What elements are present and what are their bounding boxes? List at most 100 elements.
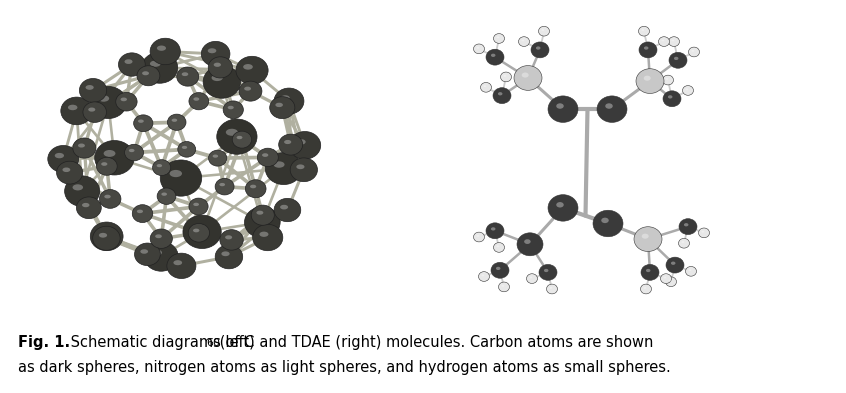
Ellipse shape (536, 46, 541, 50)
Ellipse shape (96, 157, 118, 175)
Ellipse shape (208, 150, 227, 166)
Ellipse shape (521, 39, 525, 41)
Ellipse shape (661, 274, 672, 283)
Ellipse shape (273, 162, 284, 168)
Ellipse shape (493, 34, 504, 43)
Ellipse shape (658, 37, 669, 46)
Ellipse shape (289, 132, 321, 159)
Ellipse shape (135, 243, 160, 266)
Ellipse shape (85, 85, 94, 90)
Ellipse shape (275, 103, 283, 107)
Ellipse shape (605, 103, 613, 109)
Ellipse shape (98, 95, 109, 102)
Ellipse shape (685, 88, 689, 90)
Ellipse shape (173, 260, 182, 265)
Ellipse shape (160, 160, 201, 196)
Ellipse shape (474, 232, 485, 242)
Ellipse shape (182, 146, 187, 149)
Ellipse shape (689, 269, 691, 271)
Ellipse shape (157, 46, 166, 51)
Ellipse shape (116, 92, 137, 111)
Ellipse shape (684, 223, 689, 226)
Ellipse shape (597, 96, 627, 122)
Ellipse shape (155, 234, 162, 238)
Ellipse shape (270, 97, 295, 119)
Ellipse shape (152, 160, 171, 176)
Ellipse shape (491, 54, 496, 57)
Ellipse shape (151, 250, 162, 255)
Ellipse shape (498, 92, 503, 95)
Ellipse shape (522, 72, 529, 77)
Ellipse shape (501, 72, 512, 82)
Ellipse shape (544, 269, 548, 272)
Ellipse shape (493, 88, 511, 104)
Ellipse shape (243, 64, 253, 70)
Ellipse shape (548, 195, 578, 221)
Ellipse shape (78, 143, 85, 147)
Ellipse shape (124, 144, 144, 161)
Ellipse shape (193, 203, 199, 206)
Ellipse shape (689, 47, 700, 57)
Ellipse shape (260, 231, 268, 237)
Ellipse shape (476, 235, 480, 237)
Ellipse shape (228, 106, 233, 109)
Ellipse shape (253, 224, 283, 251)
Ellipse shape (226, 129, 238, 136)
Ellipse shape (639, 42, 657, 58)
Ellipse shape (64, 176, 100, 206)
Ellipse shape (219, 183, 225, 186)
Ellipse shape (519, 37, 530, 46)
Ellipse shape (189, 198, 208, 215)
Ellipse shape (236, 56, 268, 84)
Ellipse shape (691, 50, 695, 52)
Text: (left) and TDAE (right) molecules. Carbon atoms are shown: (left) and TDAE (right) molecules. Carbo… (215, 334, 653, 349)
Ellipse shape (668, 279, 671, 281)
Ellipse shape (162, 193, 167, 196)
Ellipse shape (142, 52, 178, 83)
Ellipse shape (493, 242, 504, 252)
Ellipse shape (557, 103, 563, 109)
Ellipse shape (244, 207, 280, 238)
Ellipse shape (102, 162, 107, 166)
Ellipse shape (274, 198, 301, 222)
Ellipse shape (140, 249, 148, 254)
Ellipse shape (539, 26, 550, 36)
Ellipse shape (73, 138, 96, 158)
Ellipse shape (68, 105, 78, 110)
Ellipse shape (201, 41, 230, 66)
Text: as dark spheres, nitrogen atoms as light spheres, and hydrogen atoms as small sp: as dark spheres, nitrogen atoms as light… (18, 360, 671, 375)
Ellipse shape (178, 141, 195, 157)
Ellipse shape (641, 264, 659, 280)
Ellipse shape (683, 86, 694, 95)
Ellipse shape (290, 158, 317, 182)
Ellipse shape (296, 164, 305, 169)
Ellipse shape (157, 188, 176, 204)
Ellipse shape (701, 231, 704, 233)
Ellipse shape (474, 44, 485, 54)
Ellipse shape (217, 119, 257, 154)
Ellipse shape (503, 75, 506, 77)
Ellipse shape (47, 145, 79, 173)
Ellipse shape (669, 52, 687, 68)
Ellipse shape (82, 203, 90, 207)
Ellipse shape (134, 115, 153, 132)
Ellipse shape (644, 75, 651, 81)
Ellipse shape (212, 154, 218, 158)
Ellipse shape (476, 47, 480, 49)
Ellipse shape (138, 119, 144, 123)
Ellipse shape (550, 287, 552, 289)
Ellipse shape (100, 189, 121, 208)
Ellipse shape (496, 267, 501, 270)
Ellipse shape (678, 239, 689, 248)
Ellipse shape (486, 223, 504, 239)
Ellipse shape (530, 276, 532, 279)
Ellipse shape (215, 245, 243, 269)
Ellipse shape (150, 61, 161, 67)
Ellipse shape (225, 235, 232, 239)
Ellipse shape (63, 167, 70, 172)
Ellipse shape (214, 62, 221, 67)
Ellipse shape (157, 164, 162, 167)
Ellipse shape (479, 272, 490, 281)
Ellipse shape (672, 39, 674, 41)
Ellipse shape (61, 97, 92, 125)
